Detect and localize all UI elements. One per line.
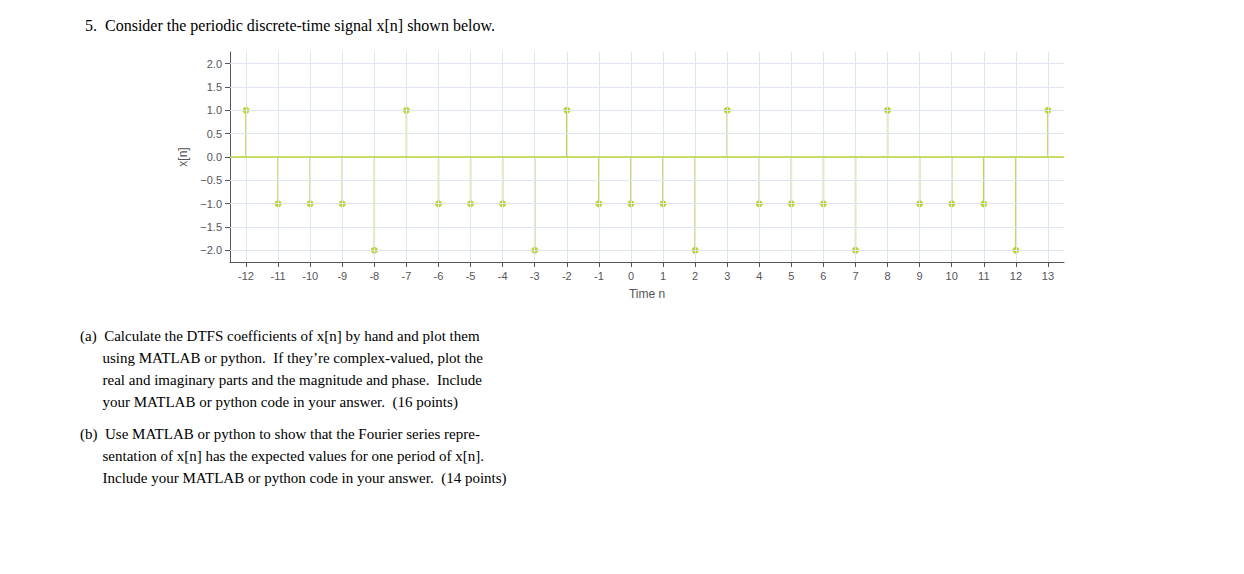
svg-text:(b) Use MATLAB or python to s: (b) Use MATLAB or python to show that th… [80,426,480,443]
svg-text:5: 5 [788,270,794,282]
svg-text:-8: -8 [369,270,379,282]
svg-text:1.5: 1.5 [207,81,222,93]
svg-text:−2.0: −2.0 [200,244,222,256]
svg-text:2: 2 [692,270,698,282]
svg-text:-11: -11 [271,270,286,282]
svg-text:5. Consider the periodic disc: 5. Consider the periodic discrete-time s… [85,17,495,35]
svg-text:-5: -5 [466,270,476,282]
svg-text:−0.5: −0.5 [200,174,222,186]
svg-text:0.0: 0.0 [207,151,222,163]
svg-text:-6: -6 [434,270,444,282]
svg-text:Time n: Time n [629,287,665,301]
svg-text:4: 4 [756,270,762,282]
svg-text:(a) Calculate the DTFS coeffi: (a) Calculate the DTFS coefficients of x… [80,328,480,345]
svg-text:6: 6 [820,270,826,282]
svg-text:0: 0 [628,270,634,282]
svg-text:12: 12 [1010,270,1022,282]
svg-text:Include your MATLAB or python: Include your MATLAB or python code in yo… [80,470,507,487]
svg-text:−1.5: −1.5 [200,221,222,233]
svg-text:using MATLAB or python. If th: using MATLAB or python. If they’re compl… [80,350,483,366]
svg-text:-9: -9 [337,270,347,282]
svg-text:9: 9 [917,270,923,282]
svg-text:10: 10 [946,270,958,282]
svg-text:sentation of x[n] has the expe: sentation of x[n] has the expected value… [80,448,484,464]
svg-text:3: 3 [724,270,730,282]
svg-text:-10: -10 [302,270,318,282]
svg-text:-7: -7 [402,270,412,282]
svg-text:7: 7 [852,270,858,282]
svg-text:2.0: 2.0 [207,58,222,70]
svg-text:0.5: 0.5 [207,128,222,140]
svg-text:8: 8 [885,270,891,282]
svg-text:-2: -2 [562,270,572,282]
svg-text:real and imaginary parts and t: real and imaginary parts and the magnitu… [80,372,482,388]
svg-text:11: 11 [978,270,989,282]
svg-text:−1.0: −1.0 [200,198,222,210]
svg-text:-4: -4 [498,270,508,282]
svg-text:x[n]: x[n] [176,147,190,166]
svg-text:your MATLAB or python code in: your MATLAB or python code in your answe… [80,394,458,411]
svg-text:-3: -3 [530,270,540,282]
svg-text:1: 1 [660,270,666,282]
svg-text:1.0: 1.0 [207,104,222,116]
svg-text:-12: -12 [238,270,254,282]
svg-text:13: 13 [1042,270,1054,282]
svg-text:-1: -1 [594,270,604,282]
